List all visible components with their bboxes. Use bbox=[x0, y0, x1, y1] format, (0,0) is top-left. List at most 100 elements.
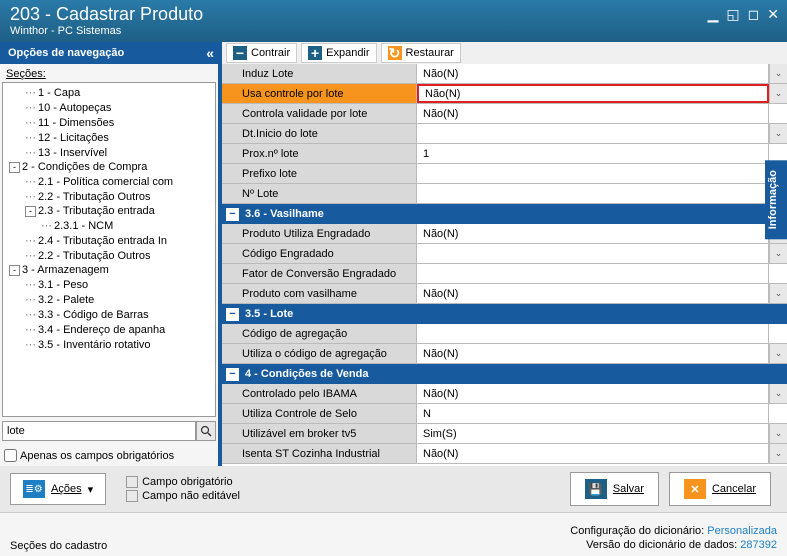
field-value[interactable]: Não(N) bbox=[417, 384, 769, 403]
field-value[interactable] bbox=[417, 124, 769, 143]
tree-node[interactable]: ⋯2.4 - Tributação entrada In bbox=[5, 233, 213, 248]
dropdown-icon[interactable]: ⌄ bbox=[769, 124, 787, 143]
field-value[interactable]: N bbox=[417, 404, 769, 423]
field-value[interactable]: Não(N) bbox=[417, 284, 769, 303]
tree-node[interactable]: ⋯3.5 - Inventário rotativo bbox=[5, 337, 213, 352]
field-row: Utiliza o código de agregaçãoNão(N)⌄ bbox=[222, 344, 787, 364]
field-value[interactable]: Não(N) bbox=[417, 444, 769, 463]
field-value[interactable]: Não(N) bbox=[417, 104, 769, 123]
salvar-button[interactable]: 💾 Salvar bbox=[570, 472, 659, 506]
field-value[interactable]: Sim(S) bbox=[417, 424, 769, 443]
section-header[interactable]: −3.6 - Vasilhame bbox=[222, 204, 787, 224]
cancelar-button[interactable]: ✕ Cancelar bbox=[669, 472, 771, 506]
field-label: Utilizável em broker tv5 bbox=[222, 424, 417, 443]
tree-node[interactable]: ⋯1 - Capa bbox=[5, 85, 213, 100]
only-required-checkbox[interactable] bbox=[4, 449, 17, 462]
minus-icon: − bbox=[233, 46, 247, 60]
field-value[interactable]: 1 bbox=[417, 144, 769, 163]
dropdown-icon[interactable]: ⌄ bbox=[769, 444, 787, 463]
salvar-label: Salvar bbox=[613, 483, 644, 495]
dropdown-icon[interactable]: ⌄ bbox=[769, 284, 787, 303]
tree-node-label: 2.2 - Tributação Outros bbox=[38, 250, 151, 262]
field-value[interactable]: Não(N) bbox=[417, 64, 769, 83]
tree-node-label: 11 - Dimensões bbox=[38, 117, 114, 129]
legend-box-required bbox=[126, 476, 138, 488]
field-row: Prefixo lote bbox=[222, 164, 787, 184]
field-value[interactable] bbox=[417, 184, 769, 203]
dropdown-icon[interactable]: ⌄ bbox=[769, 344, 787, 363]
tree-node-label: 2 - Condições de Compra bbox=[22, 161, 147, 173]
tree-node[interactable]: ⋯2.3.1 - NCM bbox=[5, 218, 213, 233]
tree-node[interactable]: ⋯13 - Inservível bbox=[5, 145, 213, 160]
tree-dots-icon: ⋯ bbox=[25, 339, 36, 351]
tree-node[interactable]: ⋯12 - Licitações bbox=[5, 130, 213, 145]
expandir-button[interactable]: + Expandir bbox=[301, 43, 376, 63]
content-grid[interactable]: Induz LoteNão(N)⌄Usa controle por loteNã… bbox=[222, 64, 787, 466]
dropdown-icon[interactable]: ⌄ bbox=[769, 384, 787, 403]
restaurar-button[interactable]: ↻ Restaurar bbox=[381, 43, 461, 63]
search-input[interactable] bbox=[2, 421, 196, 441]
dropdown-icon[interactable]: ⌄ bbox=[769, 84, 787, 103]
section-header-label: 3.5 - Lote bbox=[245, 308, 293, 320]
tree-node[interactable]: ⋯3.4 - Endereço de apanha bbox=[5, 322, 213, 337]
tree-dots-icon: ⋯ bbox=[25, 250, 36, 262]
dropdown-icon[interactable]: ⌄ bbox=[769, 64, 787, 83]
field-row: Controlado pelo IBAMANão(N)⌄ bbox=[222, 384, 787, 404]
close-icon[interactable]: ✕ bbox=[767, 6, 779, 23]
toolbar: − Contrair + Expandir ↻ Restaurar bbox=[222, 42, 787, 64]
field-value[interactable] bbox=[417, 164, 769, 183]
tree-node-label: 3.1 - Peso bbox=[38, 279, 88, 291]
tree-node[interactable]: -2 - Condições de Compra bbox=[5, 160, 213, 174]
maximize-icon[interactable]: ◻ bbox=[748, 6, 760, 23]
field-value[interactable]: Não(N) bbox=[417, 224, 769, 243]
nav-header-label: Opções de navegação bbox=[8, 47, 124, 59]
tree-node[interactable]: ⋯2.1 - Política comercial com bbox=[5, 174, 213, 189]
tree-dots-icon: ⋯ bbox=[41, 220, 52, 232]
tree-node[interactable]: -3 - Armazenagem bbox=[5, 263, 213, 277]
field-label: Fator de Conversão Engradado bbox=[222, 264, 417, 283]
tree-node[interactable]: ⋯11 - Dimensões bbox=[5, 115, 213, 130]
tree-toggle-icon[interactable]: - bbox=[9, 265, 20, 276]
dropdown-icon[interactable]: ⌄ bbox=[769, 424, 787, 443]
contrair-button[interactable]: − Contrair bbox=[226, 43, 297, 63]
tree-node[interactable]: ⋯2.2 - Tributação Outros bbox=[5, 189, 213, 204]
field-row: Utiliza Controle de SeloN bbox=[222, 404, 787, 424]
tree-node[interactable]: ⋯3.1 - Peso bbox=[5, 277, 213, 292]
acoes-button[interactable]: ≣⚙ Ações ▾ bbox=[10, 473, 106, 505]
field-row: Prox.nº lote1 bbox=[222, 144, 787, 164]
info-tab[interactable]: Informação bbox=[765, 160, 787, 239]
tree-node-label: 3 - Armazenagem bbox=[22, 264, 109, 276]
tree-node-label: 2.3 - Tributação entrada bbox=[38, 205, 155, 217]
section-header-label: 3.6 - Vasilhame bbox=[245, 208, 324, 220]
section-header[interactable]: −3.5 - Lote bbox=[222, 304, 787, 324]
dropdown-icon[interactable]: ⌄ bbox=[769, 244, 787, 263]
tree-node[interactable]: ⋯10 - Autopeças bbox=[5, 100, 213, 115]
field-row: Produto Utiliza EngradadoNão(N)⌄ bbox=[222, 224, 787, 244]
restore-icon[interactable]: ◱ bbox=[726, 6, 739, 23]
section-toggle-icon[interactable]: − bbox=[226, 308, 239, 321]
section-toggle-icon[interactable]: − bbox=[226, 208, 239, 221]
section-header[interactable]: −4 - Condições de Venda bbox=[222, 364, 787, 384]
field-value[interactable] bbox=[417, 324, 769, 343]
tree-node[interactable]: ⋯3.3 - Código de Barras bbox=[5, 307, 213, 322]
tree-node[interactable]: ⋯2.2 - Tributação Outros bbox=[5, 248, 213, 263]
tree-toggle-icon[interactable]: - bbox=[9, 162, 20, 173]
tree-dots-icon: ⋯ bbox=[25, 324, 36, 336]
dict-config-value: Personalizada bbox=[707, 525, 777, 537]
tree-toggle-icon[interactable]: - bbox=[25, 206, 36, 217]
field-value[interactable] bbox=[417, 264, 769, 283]
search-button[interactable] bbox=[196, 421, 216, 441]
contrair-label: Contrair bbox=[251, 47, 290, 59]
tree-node[interactable]: -2.3 - Tributação entrada bbox=[5, 204, 213, 218]
tree[interactable]: ⋯1 - Capa⋯10 - Autopeças⋯11 - Dimensões⋯… bbox=[2, 82, 216, 417]
plus-icon: + bbox=[308, 46, 322, 60]
section-toggle-icon[interactable]: − bbox=[226, 368, 239, 381]
chevron-left-icon[interactable]: « bbox=[206, 45, 214, 61]
field-value[interactable]: Não(N) bbox=[417, 84, 769, 103]
minimize-icon[interactable]: ▁ bbox=[708, 6, 719, 23]
field-value[interactable]: Não(N) bbox=[417, 344, 769, 363]
field-value[interactable] bbox=[417, 244, 769, 263]
expandir-label: Expandir bbox=[326, 47, 369, 59]
tree-node[interactable]: ⋯3.2 - Palete bbox=[5, 292, 213, 307]
status-bar: Seções do cadastro Configuração do dicio… bbox=[0, 512, 787, 556]
